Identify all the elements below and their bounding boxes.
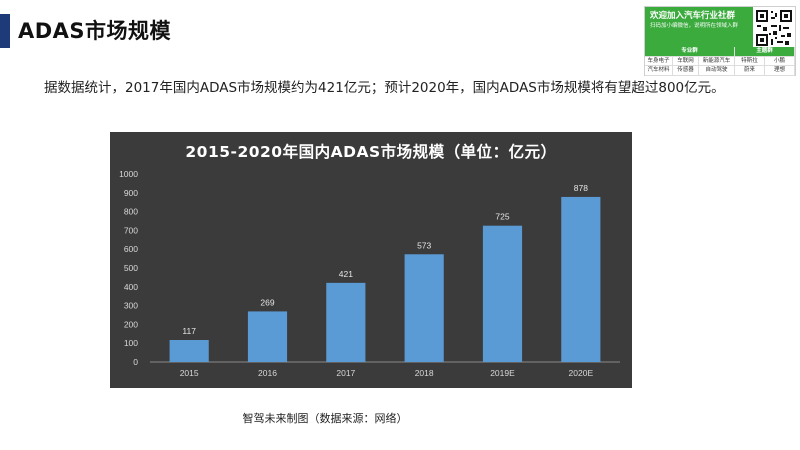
ad-group-item: 小鹏 [765, 56, 795, 67]
bar-value-label: 269 [260, 297, 274, 307]
chart-panel: 2015-2020年国内ADAS市场规模（单位：亿元） 0 100 200 300 40… [110, 132, 632, 388]
bar-value-label: 878 [574, 183, 588, 193]
x-tick-label: 2015 [180, 368, 199, 378]
y-tick-label: 1000 [119, 169, 138, 179]
slide-title: ADAS市场规模 [18, 19, 172, 43]
bar-chart: 0 100 200 300 400 500 600 700 800 900 1000 117 2015 2… [119, 169, 620, 378]
ad-group-table: 专业群 主题群 车身电子 车联网 新能源汽车 特斯拉 小鹏 汽车材料 传感器 自… [645, 47, 795, 76]
y-tick-label: 300 [124, 301, 138, 311]
ad-group-item: 新能源汽车 [699, 56, 735, 67]
community-ad-box: 欢迎加入汽车行业社群 扫码加小编微信，说明所在领域入群 专业群 主题群 车身电子… [644, 6, 796, 76]
y-tick-label: 200 [124, 319, 138, 329]
x-tick-label: 2018 [415, 368, 434, 378]
bar [247, 311, 288, 362]
ad-header-professional: 专业群 [645, 47, 735, 57]
bar [482, 225, 523, 362]
bar-value-label: 573 [417, 240, 431, 250]
y-tick-label: 100 [124, 338, 138, 348]
x-tick-label: 2020E [569, 368, 594, 378]
chart-caption: 智驾未来制图（数据来源：网络） [242, 412, 408, 425]
ad-subtitle: 扫码加小编微信，说明所在领域入群 [650, 23, 739, 29]
bar-value-label: 421 [339, 269, 353, 279]
bar [404, 254, 444, 362]
y-tick-label: 500 [124, 263, 138, 273]
ad-group-item: 蔚来 [735, 66, 765, 76]
ad-group-item: 自动驾驶 [699, 66, 735, 76]
chart-title: 2015-2020年国内ADAS市场规模（单位：亿元） [185, 143, 557, 161]
bar [169, 340, 209, 362]
bar-value-label: 725 [495, 212, 509, 222]
x-tick-label: 2016 [258, 368, 277, 378]
qr-code-icon [755, 9, 793, 47]
intro-paragraph: 据数据统计，2017年国内ADAS市场规模约为421亿元；预计2020年，国内A… [44, 80, 725, 96]
y-tick-label: 800 [124, 207, 138, 217]
ad-group-item: 特斯拉 [735, 56, 765, 67]
y-tick-label: 900 [124, 188, 138, 198]
ad-group-item: 车身电子 [645, 56, 673, 67]
bar [326, 282, 366, 362]
ad-group-item: 车联网 [673, 56, 699, 67]
title-accent-bar [0, 14, 10, 48]
ad-group-item: 理想 [765, 66, 795, 76]
y-tick-label: 400 [124, 282, 138, 292]
y-tick-label: 0 [133, 357, 138, 367]
y-tick-label: 700 [124, 225, 138, 235]
bar-value-label: 117 [182, 326, 196, 336]
ad-group-item: 传感器 [673, 66, 699, 76]
bar [561, 196, 601, 362]
y-tick-label: 600 [124, 244, 138, 254]
ad-title: 欢迎加入汽车行业社群 [650, 11, 736, 21]
ad-group-item: 汽车材料 [645, 66, 673, 76]
ad-header-topic: 主题群 [735, 47, 795, 57]
ad-header: 欢迎加入汽车行业社群 扫码加小编微信，说明所在领域入群 [645, 7, 753, 47]
x-tick-label: 2019E [490, 368, 515, 378]
x-tick-label: 2017 [336, 368, 355, 378]
